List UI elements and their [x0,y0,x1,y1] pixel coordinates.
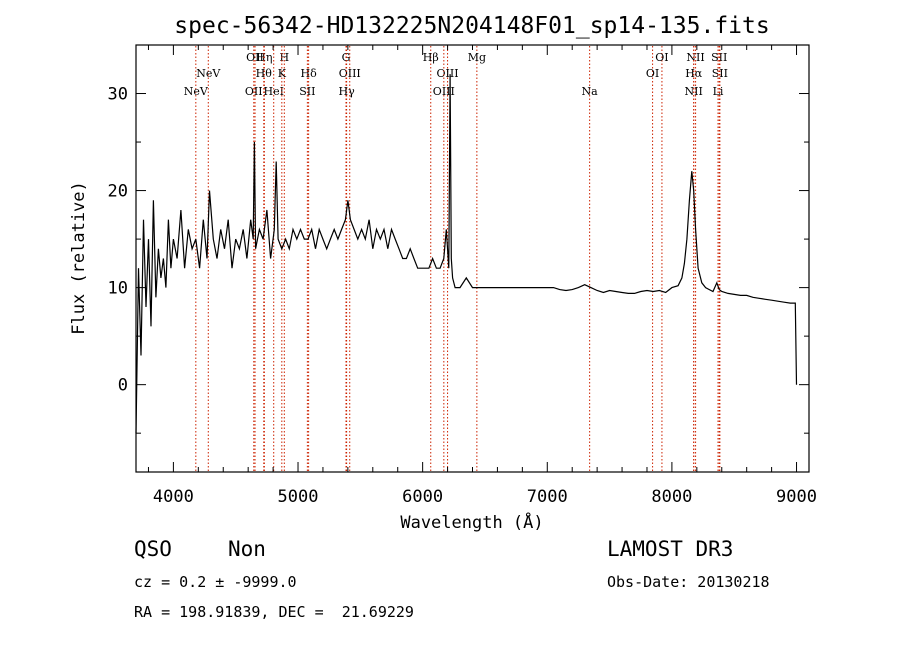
coordinates-readout: RA = 198.91839, DEC = 21.69229 [134,603,414,621]
spectral-line-label: OII [245,85,263,98]
spectral-line-label: G [342,51,351,64]
plot-frame [135,44,810,473]
y-axis: 0 10 20 30 [108,44,809,434]
spectral-line-label: Hβ [423,51,439,64]
x-axis: 4000 5000 6000 7000 8000 9000 [147,45,817,507]
observation-date: Obs-Date: 20130218 [607,573,770,591]
x-tick-label: 9000 [776,487,817,507]
spectral-line-label: Mg [468,51,486,64]
chart-title: spec-56342-HD132225N204148F01_sp14-135.f… [174,13,769,39]
spectral-line-label: Hδ [301,67,318,80]
spectral-line-label: OII [246,51,264,64]
object-subclass: Non [228,537,266,561]
object-class: QSO [134,537,172,561]
y-tick-label: 0 [118,376,128,396]
x-tick-label: 8000 [651,487,692,507]
y-axis-label: Flux (relative) [69,181,89,335]
spectral-line-label: SII [712,67,728,80]
x-tick-label: 6000 [402,487,443,507]
x-tick-label: 4000 [153,487,194,507]
y-tick-label: 30 [108,85,128,105]
spectral-line-label: OI [655,51,668,64]
x-axis-label: Wavelength (Å) [400,511,543,533]
spectral-line-label: OIII [339,67,361,80]
spectrum-chart: spec-56342-HD132225N204148F01_sp14-135.f… [69,13,817,533]
spectral-line-label: Na [582,85,599,98]
spectral-line-label: Hγ [339,85,356,98]
spectral-line-label: Hθ [256,67,273,80]
spectrum-series-line [135,74,798,434]
y-tick-label: 20 [108,182,128,202]
spectral-line-label: NeV [196,67,221,80]
y-tick-label: 10 [108,279,128,299]
survey-label: LAMOST DR3 [607,537,734,561]
spectral-line-label: NII [685,85,703,98]
redshift-readout: cz = 0.2 ± -9999.0 [134,573,297,591]
x-tick-label: 7000 [527,487,568,507]
spectral-line-label: NeV [184,85,209,98]
x-tick-label: 5000 [278,487,319,507]
spectral-line-label: Hη [256,51,272,64]
spectral-line-label: K [278,67,287,80]
spectral-line-label: NII [686,51,704,64]
spectral-line-label: Li [713,85,724,98]
spectral-line-label: SII [299,85,315,98]
spectral-line-label: H [280,51,290,64]
spectral-line-label: Hα [685,67,703,80]
spectral-line-label: OI [646,67,659,80]
spectral-line-label: SII [711,51,727,64]
spectral-line-label: OIII [437,67,459,80]
spectral-line-label: HeI [263,85,283,98]
spectral-line-label: OIII [433,85,455,98]
